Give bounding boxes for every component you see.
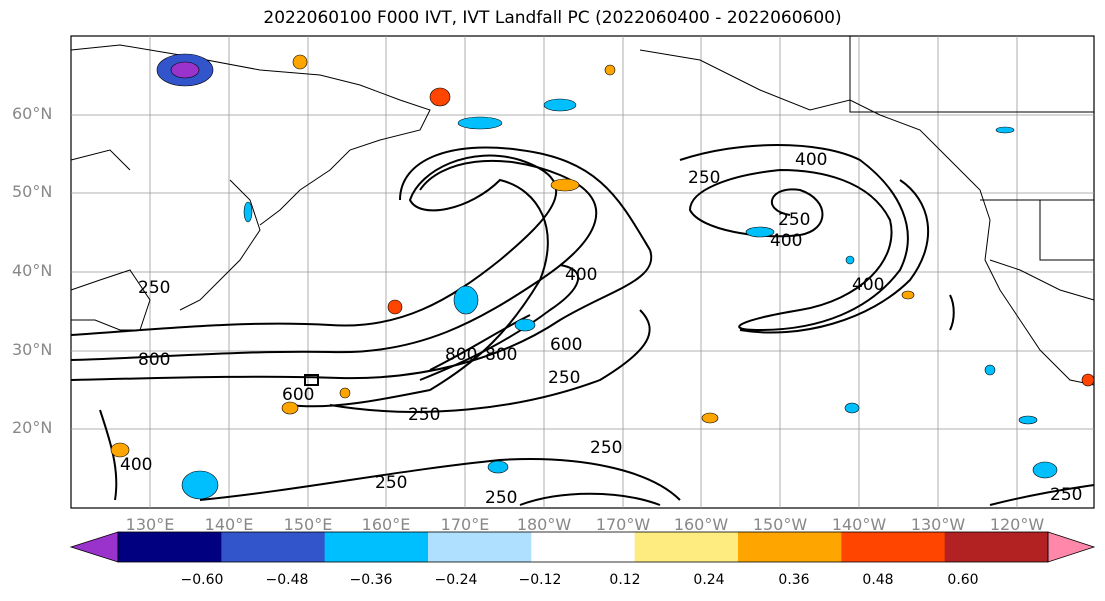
colorbar-segment — [428, 532, 532, 562]
colorbar-segment — [118, 532, 222, 562]
colorbar-tick: 0.36 — [778, 572, 810, 588]
lon-label: 150°W — [752, 515, 808, 534]
contour-label: 800 — [138, 350, 170, 370]
contour-label: 400 — [770, 231, 802, 251]
colorbar-tick: 0.60 — [947, 572, 979, 588]
contour-label: 800 — [445, 345, 477, 365]
lon-label: 170°W — [595, 515, 651, 534]
lon-label: 160°E — [361, 515, 411, 534]
colorbar-tick: −0.24 — [434, 572, 478, 588]
lat-label: 20°N — [12, 418, 53, 437]
lon-label: 120°W — [989, 515, 1045, 534]
colorbar-segment — [324, 532, 429, 562]
colorbar-segment — [531, 532, 636, 562]
map-title: 2022060100 F000 IVT, IVT Landfall PC (20… — [263, 8, 842, 28]
contour-labels: 250 600 800 400 250 250 250 250 250 250 … — [120, 150, 1082, 508]
lat-label: 60°N — [12, 104, 53, 123]
colorbar — [69, 531, 1096, 563]
lon-label: 170°E — [440, 515, 490, 534]
lon-label: 160°W — [673, 515, 729, 534]
lon-label: 140°E — [204, 515, 254, 534]
pc-patches — [110, 53, 1095, 500]
colorbar-segment — [841, 532, 946, 562]
contour-label: 400 — [852, 275, 884, 295]
contour-label: 600 — [550, 335, 582, 355]
contour-label: 400 — [565, 265, 597, 285]
colorbar-tick: −0.60 — [180, 572, 224, 588]
lon-label: 140°W — [831, 515, 887, 534]
contour-label: 250 — [548, 368, 580, 388]
colorbar-tick: 0.12 — [609, 572, 641, 588]
contour-label: 400 — [120, 455, 152, 475]
colorbar-extend-right — [1047, 531, 1096, 563]
colorbar-segment — [221, 532, 326, 562]
contour-label: 250 — [485, 488, 517, 508]
lat-label: 40°N — [12, 261, 53, 280]
colorbar-segment — [634, 532, 739, 562]
colorbar-tick: −0.48 — [265, 572, 309, 588]
lon-label: 130°E — [125, 515, 175, 534]
contour-label: 400 — [795, 150, 827, 170]
contour-label: 250 — [590, 438, 622, 458]
colorbar-segment — [944, 532, 1049, 562]
contour-label: 600 — [282, 385, 314, 405]
gridlines — [71, 36, 1094, 508]
contour-label: 800 — [485, 345, 517, 365]
contour-label: 250 — [138, 278, 170, 298]
contour-label: 250 — [408, 405, 440, 425]
colorbar-outline — [117, 531, 1049, 563]
colorbar-extend-left — [69, 531, 119, 563]
contour-label: 250 — [778, 210, 810, 230]
lat-label: 30°N — [12, 340, 53, 359]
colorbar-tick: −0.12 — [518, 572, 562, 588]
colorbar-segment — [738, 532, 842, 562]
lon-label: 180°W — [516, 515, 572, 534]
lon-label: 130°W — [910, 515, 966, 534]
colorbar-tick: 0.48 — [862, 572, 894, 588]
colorbar-tick: −0.36 — [349, 572, 393, 588]
lon-label: 150°E — [283, 515, 333, 534]
contour-label: 250 — [1050, 485, 1082, 505]
contour-label: 250 — [375, 473, 407, 493]
contour-label: 250 — [688, 168, 720, 188]
colorbar-tick: 0.24 — [693, 572, 725, 588]
lat-label: 50°N — [12, 182, 53, 201]
